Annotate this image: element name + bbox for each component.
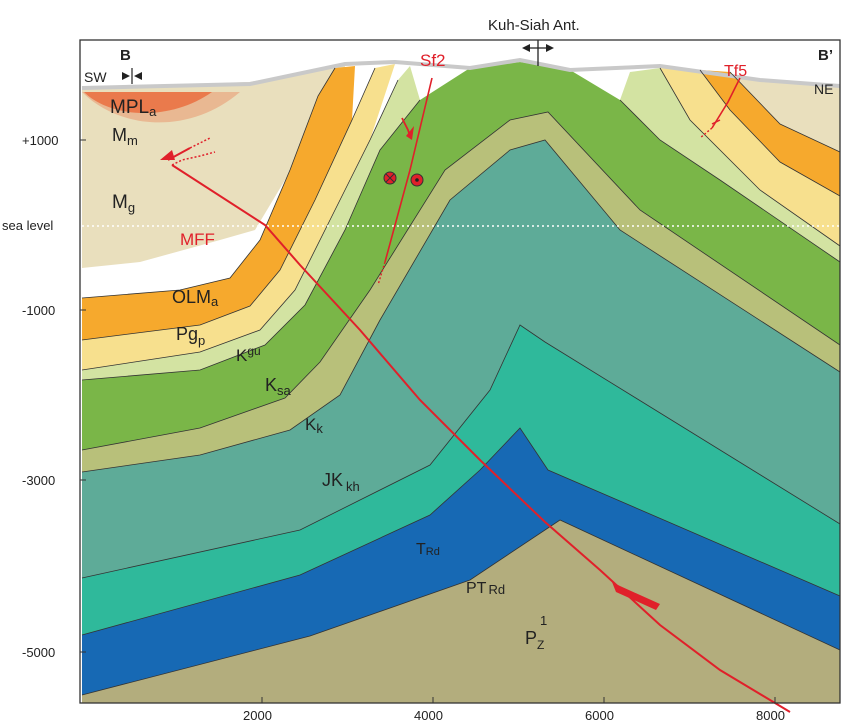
- unit-pgp-area: [82, 64, 395, 370]
- unit-label-mg: Mg: [112, 192, 135, 215]
- sf2-arrow-head: [406, 126, 414, 140]
- toward-symbol-dot: [415, 178, 419, 182]
- x-tick-label: 2000: [243, 708, 272, 723]
- unit-label-kgu: Kgu: [236, 344, 261, 365]
- x-tick-label: 4000: [414, 708, 443, 723]
- unit-trd-area: [82, 325, 840, 635]
- unit-label-pz-sup: 1: [540, 613, 547, 628]
- fault-tf5: [711, 77, 741, 129]
- fault-label-sf2: Sf2: [420, 51, 446, 70]
- unit-label-pz: PZ: [525, 628, 544, 652]
- unit-pz-area: [82, 520, 840, 703]
- fault-mff-tip: [171, 151, 216, 166]
- anticline-arrow-left: [522, 44, 530, 52]
- mff-lower-arrow: [612, 582, 660, 610]
- unit-olma-area-ne: [700, 70, 840, 196]
- unit-label-ptrd: PT Rd: [466, 580, 505, 597]
- y-tick-label: -3000: [22, 473, 55, 488]
- unit-pgp-area-ne: [660, 68, 840, 246]
- unit-label-ksa: Ksa: [265, 375, 292, 398]
- fault-label-tf5: Tf5: [724, 63, 747, 80]
- sw-label: SW: [84, 69, 107, 85]
- x-tick-label: 6000: [585, 708, 614, 723]
- topography: [81, 57, 841, 90]
- unit-label-jkkh: JK kh: [322, 470, 360, 494]
- axis-ticks: [80, 139, 776, 703]
- section-end-label: B’: [818, 47, 833, 64]
- y-tick-label: -1000: [22, 303, 55, 318]
- unit-label-olma: OLMa: [172, 287, 219, 309]
- unit-ksa-area: [82, 62, 840, 450]
- sea-level-label: sea level: [2, 218, 53, 233]
- unit-jkkh-area: [82, 140, 840, 578]
- syncline-arrow-right: [134, 72, 142, 80]
- unit-label-kk: Kk: [305, 415, 323, 436]
- contact-lines: [81, 67, 841, 696]
- unit-mpla-area: [84, 92, 212, 114]
- section-start-label: B: [120, 47, 131, 64]
- unit-ptrd-area: [82, 428, 840, 695]
- unit-label-mm: Mm: [112, 125, 138, 148]
- tf5-arrow: [711, 119, 721, 125]
- y-tick-label: -5000: [22, 645, 55, 660]
- anticline-title: Kuh-Siah Ant.: [488, 17, 580, 34]
- mff-upper-arrow-head: [160, 150, 175, 160]
- unit-kgu-area-ne: [620, 68, 840, 262]
- unit-label-trd: TRd: [416, 541, 440, 558]
- y-tick-label: +1000: [22, 133, 59, 148]
- fault-mff: [171, 164, 791, 713]
- fault-sf2: [384, 77, 433, 263]
- unit-olma-area: [82, 66, 355, 340]
- tf5-dots: [699, 127, 713, 139]
- unit-label-mpla: MPLa: [110, 97, 157, 119]
- away-symbol-cross: [385, 173, 395, 183]
- frame-border: [79, 39, 841, 704]
- ne-label: NE: [814, 81, 833, 97]
- fault-sf2-tip: [377, 261, 386, 286]
- syncline-arrow-left: [122, 72, 130, 80]
- unit-label-pgp: Pgp: [176, 324, 205, 348]
- anticline-arrow-right: [546, 44, 554, 52]
- x-tick-label: 8000: [756, 708, 785, 723]
- fault-label-mff: MFF: [180, 230, 215, 249]
